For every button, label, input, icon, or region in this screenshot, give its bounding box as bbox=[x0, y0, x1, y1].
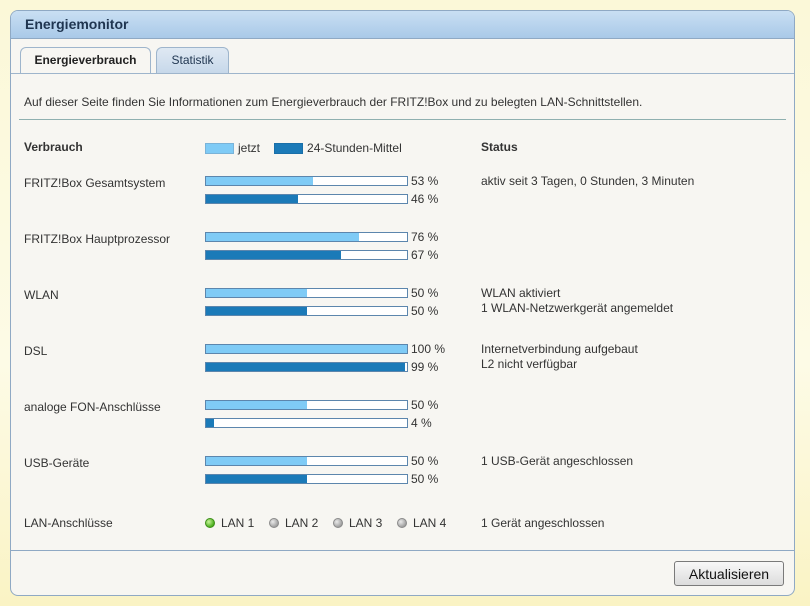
usage-fill-now bbox=[206, 177, 313, 185]
usage-fill-now bbox=[206, 233, 359, 241]
legend-swatch-avg bbox=[274, 142, 304, 154]
usage-fill-avg bbox=[206, 419, 215, 427]
usage-percent-now: 50 % bbox=[411, 286, 439, 300]
row-label: USB-Geräte bbox=[24, 456, 90, 470]
row-status: 1 USB-Gerät angeschlossen bbox=[481, 454, 634, 468]
lan-port: LAN 1 bbox=[205, 516, 254, 530]
row-label: FRITZ!Box Hauptprozessor bbox=[24, 232, 171, 246]
tab-divider bbox=[11, 73, 794, 74]
usage-bar-now bbox=[205, 400, 408, 410]
usage-bar-now bbox=[205, 456, 408, 466]
usage-percent-avg: 67 % bbox=[411, 248, 439, 262]
panel-title: Energiemonitor bbox=[11, 11, 794, 39]
usage-bar-avg bbox=[205, 418, 408, 428]
usage-percent-now: 53 % bbox=[411, 174, 439, 188]
row-status: WLAN aktiviert bbox=[481, 286, 561, 300]
row-status: aktiv seit 3 Tagen, 0 Stunden, 3 Minuten bbox=[481, 174, 695, 188]
usage-percent-avg: 99 % bbox=[411, 360, 439, 374]
usage-fill-avg bbox=[206, 307, 307, 315]
usage-bar-avg bbox=[205, 474, 408, 484]
usage-bar-avg bbox=[205, 250, 408, 260]
usage-percent-avg: 50 % bbox=[411, 304, 439, 318]
status-led-icon bbox=[333, 518, 343, 528]
lan-port-name: LAN 2 bbox=[285, 516, 319, 530]
row-label: analoge FON-Anschlüsse bbox=[24, 400, 161, 414]
lan-port-name: LAN 4 bbox=[413, 516, 447, 530]
row-status: 1 WLAN-Netzwerkgerät angemeldet bbox=[481, 301, 674, 315]
usage-fill-avg bbox=[206, 363, 405, 371]
section-divider bbox=[19, 119, 786, 120]
lan-port: LAN 2 bbox=[269, 516, 318, 530]
usage-bar-avg bbox=[205, 194, 408, 204]
usage-percent-now: 50 % bbox=[411, 398, 439, 412]
refresh-button[interactable]: Aktualisieren bbox=[674, 561, 784, 586]
tab-energieverbrauch[interactable]: Energieverbrauch bbox=[20, 47, 151, 74]
intro-text: Auf dieser Seite finden Sie Informatione… bbox=[24, 95, 643, 109]
usage-bar-now bbox=[205, 344, 408, 354]
usage-fill-avg bbox=[206, 195, 299, 203]
lan-port: LAN 3 bbox=[333, 516, 382, 530]
usage-percent-now: 100 % bbox=[411, 342, 446, 356]
usage-bar-avg bbox=[205, 306, 408, 316]
legend: jetzt 24-Stunden-Mittel bbox=[205, 141, 402, 155]
lan-port: LAN 4 bbox=[397, 516, 446, 530]
consumption-header: Verbrauch bbox=[24, 140, 83, 154]
row-label: DSL bbox=[24, 344, 48, 358]
usage-percent-now: 50 % bbox=[411, 454, 439, 468]
usage-fill-now bbox=[206, 345, 407, 353]
usage-fill-avg bbox=[206, 251, 341, 259]
usage-fill-now bbox=[206, 457, 307, 465]
row-status: Internetverbindung aufgebaut bbox=[481, 342, 638, 356]
usage-fill-now bbox=[206, 401, 307, 409]
status-led-icon bbox=[397, 518, 407, 528]
tab-statistik[interactable]: Statistik bbox=[156, 47, 229, 73]
status-led-icon bbox=[205, 518, 215, 528]
usage-bar-now bbox=[205, 288, 408, 298]
usage-percent-avg: 50 % bbox=[411, 472, 439, 486]
usage-percent-avg: 46 % bbox=[411, 192, 439, 206]
lan-port-name: LAN 3 bbox=[349, 516, 383, 530]
row-label: FRITZ!Box Gesamtsystem bbox=[24, 176, 166, 190]
status-led-icon bbox=[269, 518, 279, 528]
lan-status: 1 Gerät angeschlossen bbox=[481, 516, 605, 530]
legend-swatch-now bbox=[205, 142, 234, 154]
row-status: L2 nicht verfügbar bbox=[481, 357, 578, 371]
usage-bar-now bbox=[205, 176, 408, 186]
usage-fill-avg bbox=[206, 475, 307, 483]
legend-label-avg: 24-Stunden-Mittel bbox=[307, 141, 402, 155]
lan-port-name: LAN 1 bbox=[221, 516, 255, 530]
footer-divider bbox=[11, 550, 794, 551]
usage-fill-now bbox=[206, 289, 307, 297]
energy-monitor-panel: Energiemonitor Energieverbrauch Statisti… bbox=[10, 10, 795, 596]
status-header: Status bbox=[481, 140, 518, 154]
usage-bar-now bbox=[205, 232, 408, 242]
usage-bar-avg bbox=[205, 362, 408, 372]
lan-label: LAN-Anschlüsse bbox=[24, 516, 113, 530]
row-label: WLAN bbox=[24, 288, 59, 302]
legend-label-now: jetzt bbox=[238, 141, 261, 155]
usage-percent-avg: 4 % bbox=[411, 416, 432, 430]
usage-percent-now: 76 % bbox=[411, 230, 439, 244]
